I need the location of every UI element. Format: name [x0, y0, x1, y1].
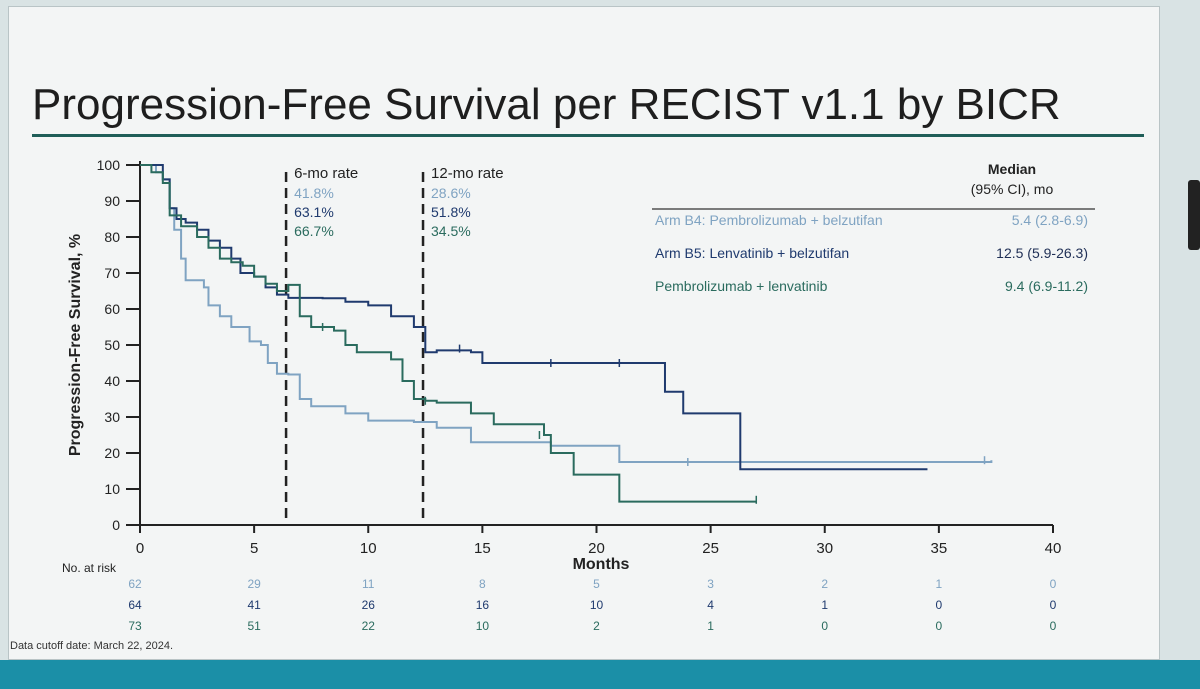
screen-edge [1188, 180, 1200, 250]
milestone-rate-value: 66.7% [294, 223, 334, 239]
legend-header: Median [988, 161, 1036, 177]
at-risk-value: 29 [247, 577, 261, 591]
y-tick-label: 20 [104, 445, 120, 461]
legend-item-median: 5.4 (2.8-6.9) [1012, 212, 1088, 228]
legend-item-median: 12.5 (5.9-26.3) [996, 245, 1088, 261]
y-tick-label: 60 [104, 301, 120, 317]
at-risk-value: 10 [590, 598, 604, 612]
at-risk-value: 26 [362, 598, 376, 612]
legend-item-median: 9.4 (6.9-11.2) [1005, 278, 1088, 294]
at-risk-value: 0 [1050, 619, 1057, 633]
km-curve-series-3 [140, 164, 757, 503]
y-tick-label: 80 [104, 229, 120, 245]
x-tick-label: 20 [588, 540, 605, 557]
y-axis-label: Progression-Free Survival, % [67, 234, 84, 456]
x-tick-label: 5 [250, 540, 258, 557]
at-risk-value: 0 [1050, 577, 1057, 591]
legend-item-label: Arm B5: Lenvatinib + belzutifan [655, 245, 849, 261]
at-risk-value: 1 [707, 619, 714, 633]
at-risk-value: 3 [707, 577, 714, 591]
milestone-rate-value: 34.5% [431, 223, 471, 239]
at-risk-value: 0 [821, 619, 828, 633]
milestone-rate-value: 28.6% [431, 185, 471, 201]
at-risk-value: 0 [936, 619, 943, 633]
x-tick-label: 15 [474, 540, 491, 557]
at-risk-value: 4 [707, 598, 714, 612]
legend-header-sub: (95% CI), mo [971, 181, 1054, 197]
milestone-label: 12-mo rate [431, 165, 504, 182]
at-risk-value: 8 [479, 577, 486, 591]
at-risk-value: 16 [476, 598, 490, 612]
x-axis-label: Months [573, 556, 630, 573]
legend-item-label: Pembrolizumab + lenvatinib [655, 278, 828, 294]
x-tick-label: 40 [1045, 540, 1062, 557]
km-curve-series-1 [140, 164, 993, 463]
legend-item-label: Arm B4: Pembrolizumab + belzutifan [655, 212, 883, 228]
milestone-rate-value: 63.1% [294, 204, 334, 220]
y-tick-label: 10 [104, 481, 120, 497]
at-risk-value: 1 [821, 598, 828, 612]
at-risk-value: 0 [936, 598, 943, 612]
at-risk-value: 51 [247, 619, 261, 633]
at-risk-value: 41 [247, 598, 261, 612]
y-tick-label: 0 [112, 517, 120, 533]
x-tick-label: 30 [816, 540, 833, 557]
y-tick-label: 70 [104, 265, 120, 281]
page-title: Progression-Free Survival per RECIST v1.… [32, 80, 1061, 129]
slide-background [8, 6, 1160, 660]
y-tick-label: 40 [104, 373, 120, 389]
at-risk-value: 1 [936, 577, 943, 591]
at-risk-value: 22 [362, 619, 376, 633]
x-tick-label: 25 [702, 540, 719, 557]
milestone-label: 6-mo rate [294, 165, 358, 182]
at-risk-value: 64 [128, 598, 142, 612]
x-tick-label: 0 [136, 540, 144, 557]
at-risk-value: 11 [362, 577, 375, 591]
x-tick-label: 10 [360, 540, 377, 557]
at-risk-label: No. at risk [62, 561, 117, 575]
at-risk-value: 73 [128, 619, 142, 633]
at-risk-value: 0 [1050, 598, 1057, 612]
data-cutoff-note: Data cutoff date: March 22, 2024. [10, 640, 174, 652]
bottom-band [0, 660, 1200, 689]
y-tick-label: 50 [104, 337, 120, 353]
km-curve-series-2 [140, 164, 928, 471]
y-tick-label: 30 [104, 409, 120, 425]
title-divider [32, 134, 1144, 137]
at-risk-value: 10 [476, 619, 490, 633]
y-tick-label: 100 [97, 157, 121, 173]
y-tick-label: 90 [104, 193, 120, 209]
at-risk-value: 5 [593, 577, 600, 591]
at-risk-value: 2 [593, 619, 600, 633]
milestone-rate-value: 51.8% [431, 204, 471, 220]
at-risk-value: 62 [128, 577, 142, 591]
milestone-rate-value: 41.8% [294, 185, 334, 201]
at-risk-value: 2 [821, 577, 828, 591]
x-tick-label: 35 [931, 540, 948, 557]
